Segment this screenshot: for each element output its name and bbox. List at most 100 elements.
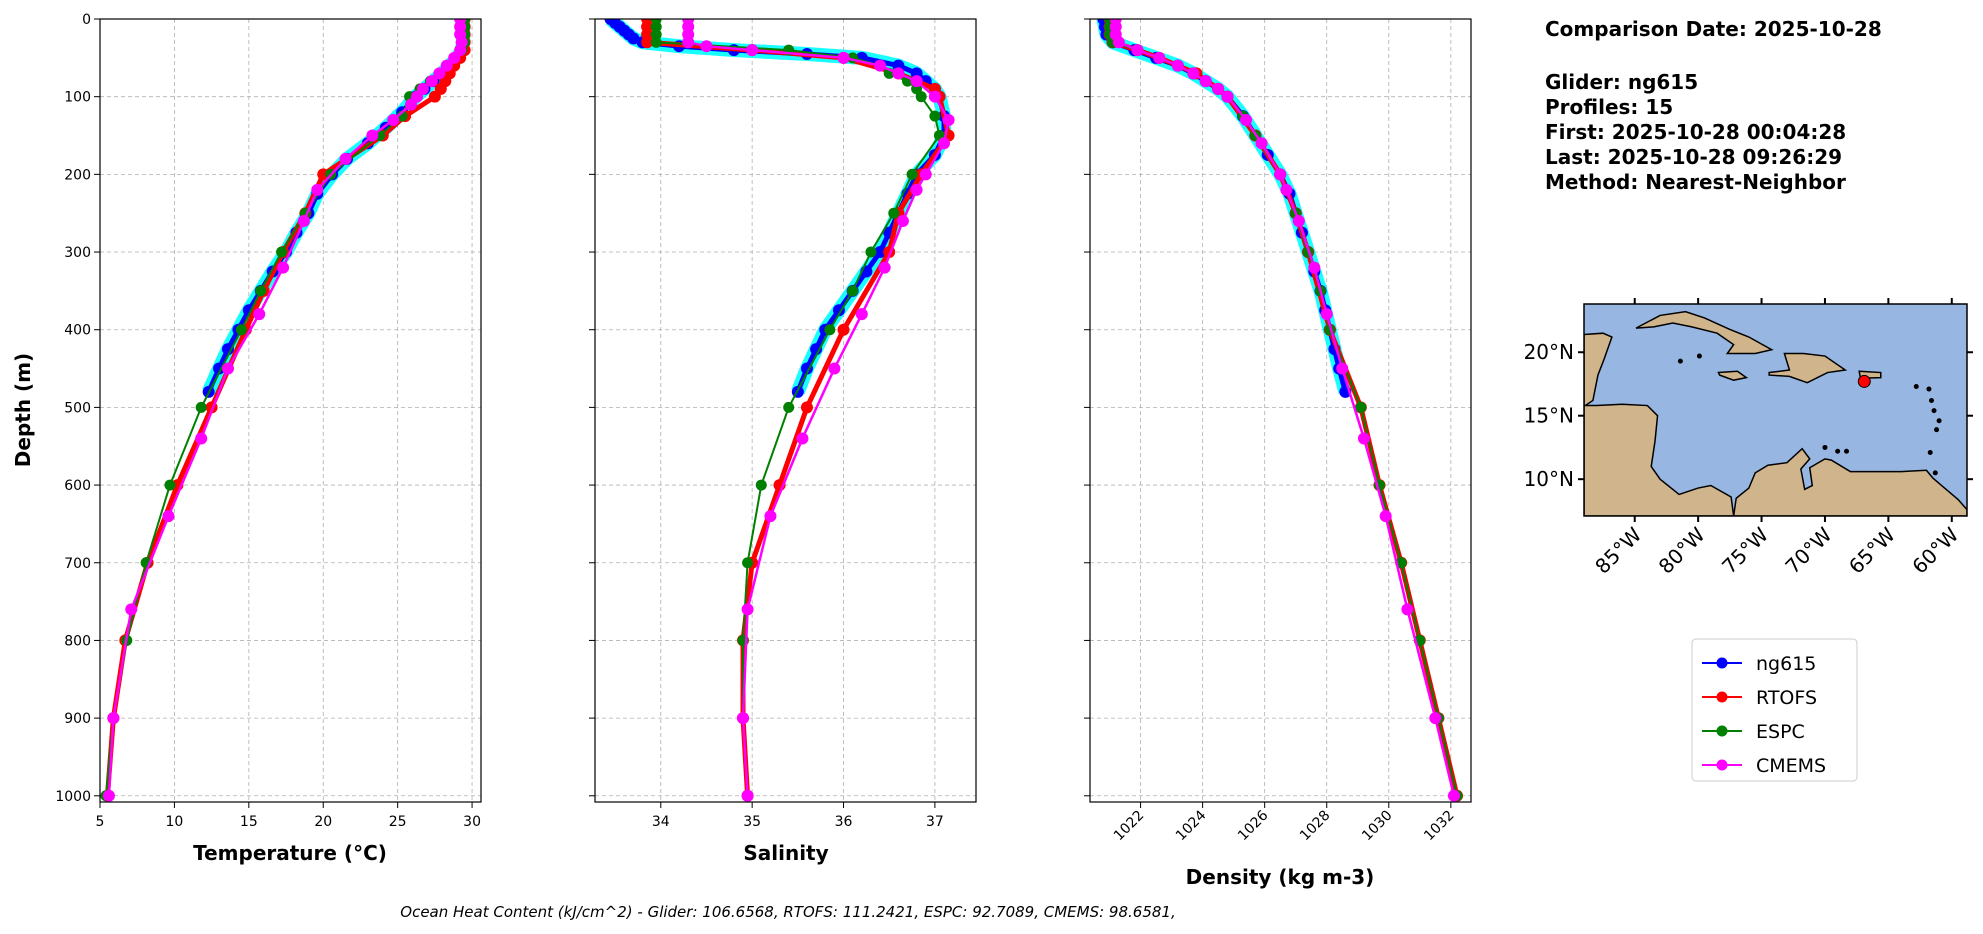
info-first: First: 2025-10-28 00:04:28 — [1545, 120, 1846, 144]
info-comparison-date: Comparison Date: 2025-10-28 — [1545, 17, 1882, 41]
data-point-cmems — [796, 432, 809, 445]
land-central-america — [1584, 332, 1735, 516]
data-point-cmems — [1292, 214, 1305, 227]
series-group — [604, 19, 955, 802]
data-point-cmems — [938, 137, 951, 150]
legend-label: RTOFS — [1756, 687, 1817, 709]
data-point-cmems — [878, 261, 891, 274]
legend-item-cmems: CMEMS — [1702, 755, 1826, 777]
map-lon-label: 65°W — [1844, 522, 1900, 578]
data-point-cmems — [1255, 137, 1268, 150]
x-tick-label: 1028 — [1297, 808, 1334, 845]
data-point-cmems — [737, 712, 750, 725]
land-south-america — [1732, 447, 1967, 516]
island — [1926, 386, 1932, 392]
island — [1928, 397, 1934, 403]
series-cmems — [682, 19, 955, 802]
info-text: Comparison Date: 2025-10-28 Glider: ng61… — [1545, 17, 1882, 194]
axes-frame — [594, 18, 977, 803]
axes-frame — [1089, 18, 1472, 803]
data-point-ng615 — [874, 246, 887, 259]
series-line-espc — [655, 19, 941, 796]
y-tick-label: 800 — [64, 633, 91, 649]
data-point-espc — [755, 479, 767, 491]
data-point-rtofs — [837, 323, 850, 336]
glider-location-marker — [1857, 374, 1871, 388]
data-point-espc — [164, 479, 176, 491]
xlabel-salinity: Salinity — [743, 841, 828, 865]
data-point-espc — [865, 246, 877, 258]
data-point-cmems — [366, 129, 379, 142]
panel-temperature: 5 10 15 20 25 3001002003004005006007008009001… — [55, 12, 482, 830]
plot-area — [1090, 19, 1471, 802]
location-map: 85°W 80°W 75°W 70°W 65°W 60°W 20°N 15°N 10°N — [1524, 298, 1973, 579]
data-point-cmems — [1171, 59, 1184, 72]
map-frame — [1583, 303, 1968, 517]
data-point-cmems — [162, 510, 175, 523]
map-lon-label: 85°W — [1590, 522, 1646, 578]
data-point-cmems — [107, 712, 120, 725]
info-last: Last: 2025-10-28 09:26:29 — [1545, 145, 1842, 169]
legend-box — [1691, 638, 1858, 782]
data-point-cmems — [1187, 67, 1200, 80]
data-point-espc — [276, 246, 288, 258]
data-point-cmems — [746, 44, 759, 57]
map-lat-label: 10°N — [1524, 467, 1574, 491]
y-tick-label: 900 — [64, 711, 91, 727]
data-point-espc — [650, 36, 662, 48]
data-point-cmems — [828, 362, 841, 375]
y-tick-label: 700 — [64, 556, 91, 572]
data-point-cmems — [764, 510, 777, 523]
data-point-cmems — [741, 789, 754, 802]
data-point-espc — [783, 401, 795, 413]
series-group — [1096, 19, 1464, 802]
data-point-cmems — [855, 308, 868, 321]
data-point-cmems — [1112, 36, 1125, 49]
series-cmems — [102, 19, 468, 802]
data-point-cmems — [741, 603, 754, 616]
y-tick-label: 500 — [64, 400, 91, 416]
data-point-cmems — [387, 113, 400, 126]
data-point-espc — [847, 285, 859, 297]
y-tick-label: 100 — [64, 90, 91, 106]
legend-item-rtofs: RTOFS — [1702, 687, 1817, 709]
island — [1835, 448, 1841, 454]
data-point-espc — [929, 110, 941, 122]
y-tick-label: 300 — [64, 245, 91, 261]
x-tick-label: 15 — [240, 814, 258, 830]
axes-frame — [99, 18, 482, 803]
x-tick-label: 25 — [389, 814, 407, 830]
data-point-rtofs — [428, 90, 441, 103]
data-point-cmems — [892, 67, 905, 80]
data-point-espc — [915, 91, 927, 103]
data-point-cmems — [253, 308, 266, 321]
island — [1822, 444, 1828, 450]
island — [1844, 448, 1850, 454]
data-point-cmems — [297, 214, 310, 227]
map-land — [1584, 310, 1967, 516]
data-point-ng615 — [221, 343, 234, 356]
x-tick-label: 5 — [96, 814, 105, 830]
data-point-espc — [888, 207, 900, 219]
data-point-cmems — [102, 789, 115, 802]
legend-item-espc: ESPC — [1702, 721, 1805, 743]
data-point-cmems — [837, 51, 850, 64]
data-point-cmems — [195, 432, 208, 445]
data-point-cmems — [1274, 168, 1287, 181]
data-point-espc — [195, 401, 207, 413]
island — [1931, 408, 1937, 414]
info-profiles: Profiles: 15 — [1545, 95, 1673, 119]
map-lat-label: 15°N — [1524, 404, 1574, 428]
island — [1927, 450, 1933, 456]
data-point-cmems — [1221, 90, 1234, 103]
data-point-cmems — [440, 59, 453, 72]
data-point-cmems — [277, 261, 290, 274]
xlabel-density: Density (kg m-3) — [1186, 865, 1375, 889]
data-point-cmems — [448, 51, 461, 64]
data-point-espc — [824, 324, 836, 336]
series-cmems — [1109, 19, 1460, 802]
island — [1913, 384, 1919, 390]
island — [1934, 427, 1940, 433]
legend: ng615 RTOFS ESPC CMEMS — [1691, 638, 1858, 782]
x-tick-label: 1024 — [1173, 807, 1210, 844]
